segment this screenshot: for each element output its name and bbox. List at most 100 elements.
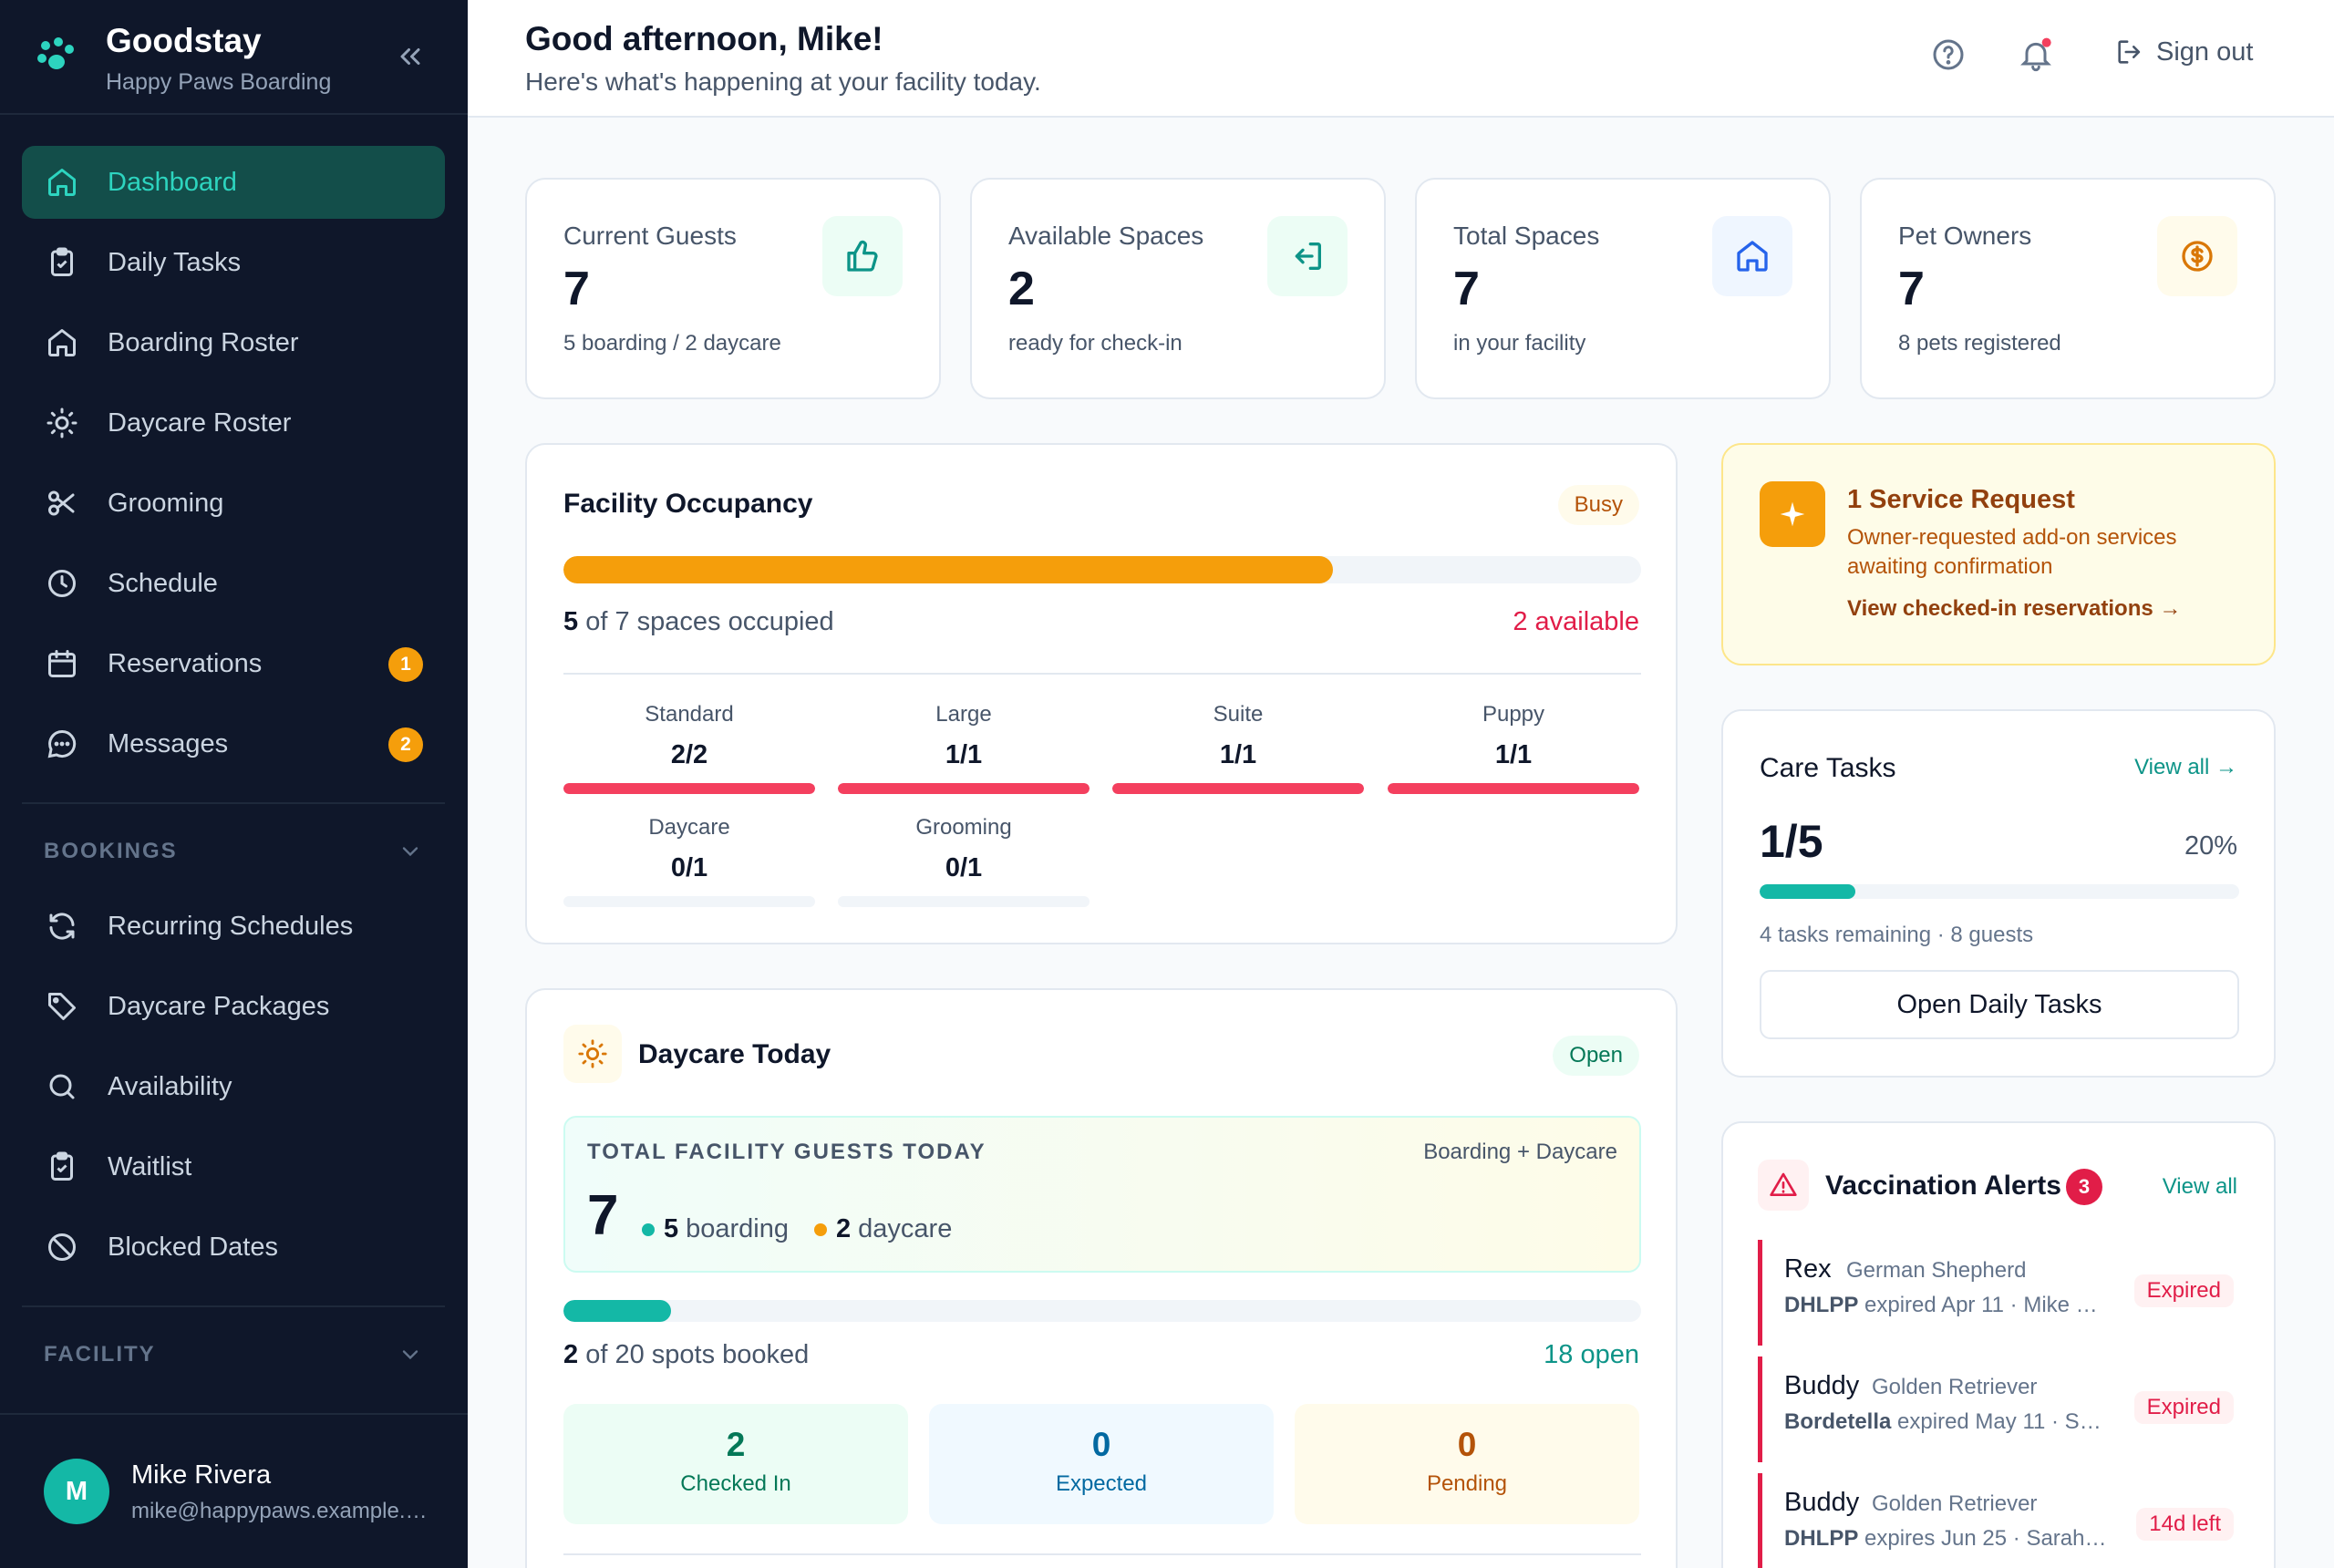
stat-value: 7 xyxy=(1453,263,1480,315)
sidebar-nav: Dashboard Daily Tasks Boarding Roster Da… xyxy=(22,146,445,1393)
stat-label: Pet Owners xyxy=(1898,222,2032,250)
total-guests-panel: TOTAL FACILITY GUESTS TODAY Boarding + D… xyxy=(563,1116,1641,1273)
sidebar-item-boarding-roster[interactable]: Boarding Roster xyxy=(22,306,445,379)
room-name: Standard xyxy=(645,702,734,727)
room-value: 2/2 xyxy=(670,740,708,769)
divider xyxy=(563,1553,1641,1555)
tag-icon xyxy=(46,990,78,1023)
pet-name: Buddy xyxy=(1784,1371,1860,1400)
help-icon[interactable] xyxy=(1930,36,1967,73)
room-value: 0/1 xyxy=(670,853,708,882)
room-type-standard: Standard 2/2 xyxy=(563,702,815,794)
expected-label: Expected xyxy=(1055,1471,1148,1496)
block-icon xyxy=(46,1231,78,1264)
vaccination-view-all-link[interactable]: View all xyxy=(2162,1174,2237,1199)
stat-label: Current Guests xyxy=(563,222,737,250)
sidebar-item-reservations[interactable]: Reservations 1 xyxy=(22,627,445,700)
bookings-section-toggle[interactable]: BOOKINGS xyxy=(22,826,445,877)
vaccination-alert-item[interactable]: Buddy Golden Retriever Bordetella expire… xyxy=(1758,1357,2234,1462)
sidebar-item-label: Daycare Roster xyxy=(108,407,292,438)
care-tasks-view-all-link[interactable]: View all → xyxy=(2134,755,2237,779)
occupied-count: 5 xyxy=(563,607,579,636)
checked-in-tile[interactable]: 2 Checked In xyxy=(563,1404,908,1524)
sidebar-item-schedule[interactable]: Schedule xyxy=(22,547,445,620)
dollar-icon xyxy=(2157,216,2237,296)
occupancy-available: 2 available xyxy=(1513,607,1639,636)
room-name: Puppy xyxy=(1482,702,1545,727)
occupancy-summary: 5 of 7 spaces occupied xyxy=(563,607,834,637)
warning-icon xyxy=(1758,1160,1809,1211)
reservations-badge: 1 xyxy=(388,647,423,682)
sidebar-item-dashboard[interactable]: Dashboard xyxy=(22,146,445,219)
occupancy-progress-bar xyxy=(563,556,1641,583)
nav-divider xyxy=(22,1305,445,1307)
vaccination-alerts-card: Vaccination Alerts 3 View all Rex German… xyxy=(1721,1121,2276,1568)
chevron-down-icon xyxy=(398,839,423,864)
bookings-section-label: BOOKINGS xyxy=(44,839,178,863)
sidebar-item-label: Availability xyxy=(108,1071,232,1101)
sidebar-item-recurring-schedules[interactable]: Recurring Schedules xyxy=(22,890,445,963)
room-type-large: Large 1/1 xyxy=(838,702,1090,794)
expected-tile[interactable]: 0 Expected xyxy=(929,1404,1274,1524)
chevron-down-icon xyxy=(398,1342,423,1367)
pending-value: 0 xyxy=(1457,1426,1477,1463)
sun-icon xyxy=(46,407,78,439)
spots-progress-bar xyxy=(563,1300,1641,1322)
vaccine-detail: DHLPP expired Apr 11 · Mike Rivera xyxy=(1784,1293,2112,1318)
sidebar-item-grooming[interactable]: Grooming xyxy=(22,467,445,540)
room-type-puppy: Puppy 1/1 xyxy=(1388,702,1639,794)
sidebar-item-label: Dashboard xyxy=(108,167,237,197)
sidebar-item-waitlist[interactable]: Waitlist xyxy=(22,1130,445,1203)
daycare-status-badge: Open xyxy=(1553,1036,1639,1076)
sidebar-item-availability[interactable]: Availability xyxy=(22,1050,445,1123)
sidebar-item-label: Daily Tasks xyxy=(108,247,242,277)
view-checked-in-link[interactable]: View checked-in reservations → xyxy=(1847,596,2182,621)
stat-note: 8 pets registered xyxy=(1898,331,2061,356)
facility-occupancy-card: Facility Occupancy Busy 5 of 7 spaces oc… xyxy=(525,443,1678,944)
sidebar-item-blocked-dates[interactable]: Blocked Dates xyxy=(22,1211,445,1284)
checked-in-value: 2 xyxy=(726,1426,746,1463)
chat-icon xyxy=(46,727,78,760)
brand-subtitle: Happy Paws Boarding xyxy=(106,69,332,95)
vaccine-detail: Bordetella expired May 11 · Sarah Chen xyxy=(1784,1409,2112,1435)
sidebar-item-daily-tasks[interactable]: Daily Tasks xyxy=(22,226,445,299)
sidebar-item-label: Blocked Dates xyxy=(108,1232,278,1262)
vaccination-count-badge: 3 xyxy=(2066,1169,2102,1205)
sign-out-button[interactable]: Sign out xyxy=(2114,36,2253,67)
care-tasks-percent: 20% xyxy=(2184,831,2237,861)
spots-open: 18 open xyxy=(1544,1340,1639,1369)
occupied-text: of 7 spaces occupied xyxy=(585,607,834,636)
user-email: mike@happypaws.example.com xyxy=(131,1499,432,1523)
pending-label: Pending xyxy=(1426,1471,1508,1496)
sidebar-item-messages[interactable]: Messages 2 xyxy=(22,707,445,780)
thumbs-up-icon xyxy=(822,216,903,296)
service-request-desc: Owner-requested add-on services awaiting… xyxy=(1847,525,2177,579)
pending-tile[interactable]: 0 Pending xyxy=(1295,1404,1639,1524)
service-request-card: 1 Service Request Owner-requested add-on… xyxy=(1721,443,2276,665)
stat-card-pet-owners: Pet Owners 7 8 pets registered xyxy=(1860,178,2276,399)
user-profile[interactable]: M Mike Rivera mike@happypaws.example.com xyxy=(0,1413,468,1568)
facility-section-toggle[interactable]: FACILITY xyxy=(22,1329,445,1380)
top-header: Good afternoon, Mike! Here's what's happ… xyxy=(468,0,2334,118)
vaccination-alert-item[interactable]: Buddy Golden Retriever DHLPP expires Jun… xyxy=(1758,1473,2234,1568)
stat-note: in your facility xyxy=(1453,331,1586,356)
collapse-sidebar-icon[interactable] xyxy=(394,40,427,73)
total-guests-scope: Boarding + Daycare xyxy=(1423,1140,1617,1164)
notification-bell-icon[interactable] xyxy=(2018,36,2054,73)
room-name: Daycare xyxy=(648,815,730,840)
sidebar-item-daycare-roster[interactable]: Daycare Roster xyxy=(22,387,445,459)
sidebar-item-daycare-packages[interactable]: Daycare Packages xyxy=(22,970,445,1043)
room-bar-fill xyxy=(838,783,1090,794)
room-value: 1/1 xyxy=(1219,740,1257,769)
room-type-daycare: Daycare 0/1 xyxy=(563,815,815,907)
open-daily-tasks-button[interactable]: Open Daily Tasks xyxy=(1760,970,2239,1039)
stat-note: 5 boarding / 2 daycare xyxy=(563,331,781,356)
stat-card-total-spaces: Total Spaces 7 in your facility xyxy=(1415,178,1831,399)
room-bar-fill xyxy=(563,783,815,794)
stat-card-available-spaces: Available Spaces 2 ready for check-in xyxy=(970,178,1386,399)
daycare-title: Daycare Today xyxy=(638,1039,831,1069)
vaccine-status-badge: Expired xyxy=(2133,1391,2234,1424)
vaccination-alert-item[interactable]: Rex German Shepherd DHLPP expired Apr 11… xyxy=(1758,1240,2234,1346)
care-tasks-card: Care Tasks View all → 1/5 20% 4 tasks re… xyxy=(1721,709,2276,1078)
sidebar-item-label: Schedule xyxy=(108,568,218,598)
